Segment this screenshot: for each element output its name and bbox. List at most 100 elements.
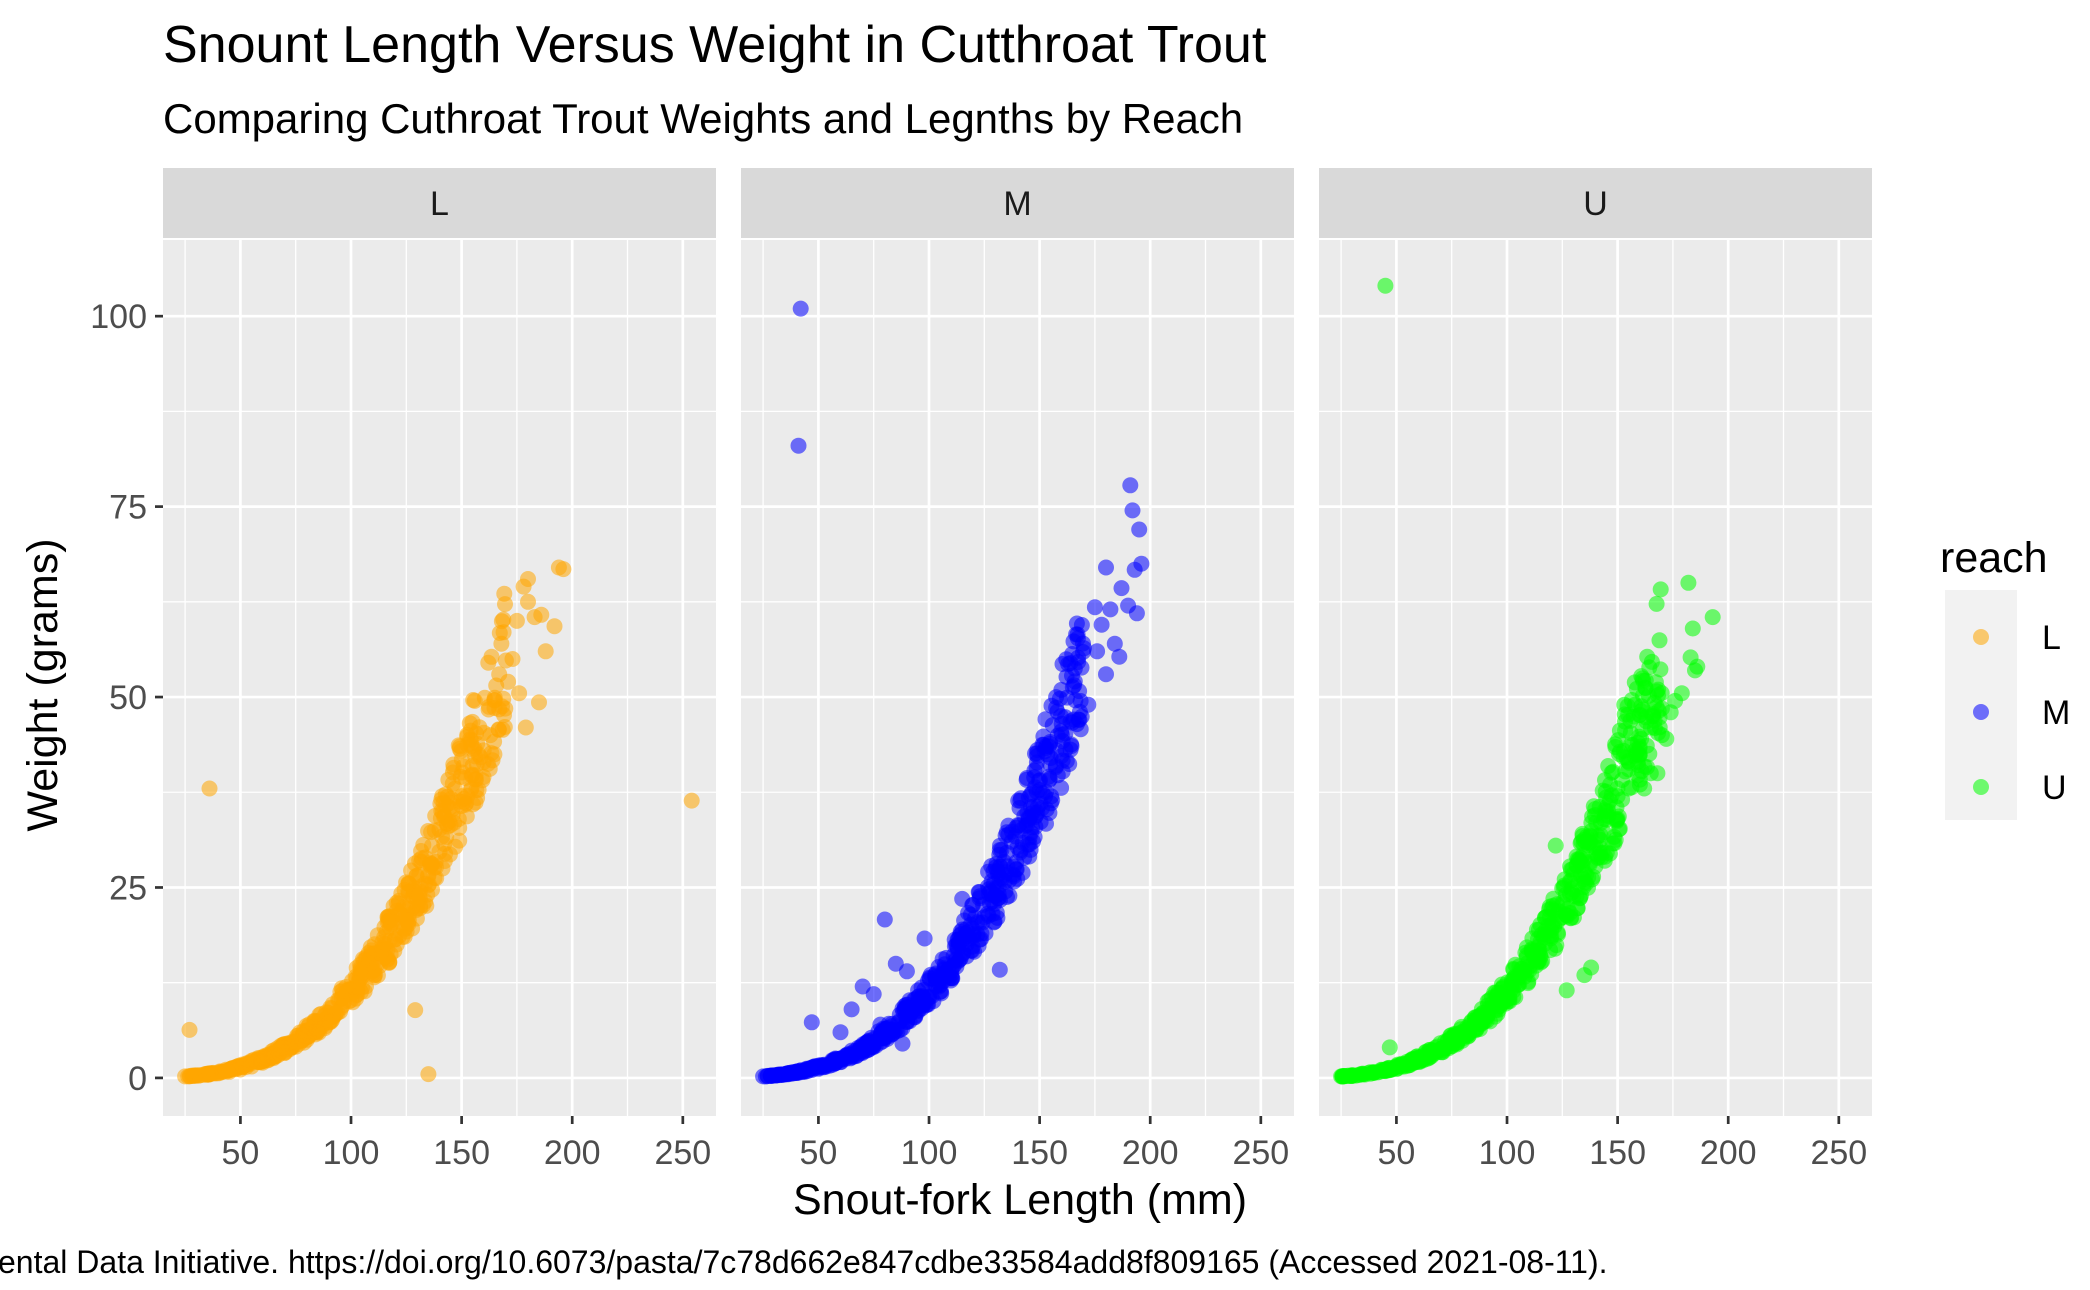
legend-label-l: L <box>2042 619 2061 657</box>
data-point <box>1639 648 1656 665</box>
data-point <box>1637 679 1654 696</box>
data-point <box>1510 977 1527 993</box>
data-point <box>1465 1021 1482 1038</box>
data-point <box>1605 763 1621 780</box>
data-point <box>463 737 480 754</box>
data-point <box>537 643 554 660</box>
data-point <box>1587 839 1604 856</box>
data-point <box>1521 962 1538 979</box>
data-point <box>1507 956 1524 973</box>
data-point <box>921 989 937 1006</box>
data-point <box>515 578 532 595</box>
data-point <box>1106 635 1123 652</box>
data-point <box>998 864 1015 881</box>
data-point <box>1073 617 1090 633</box>
data-point <box>298 1031 315 1048</box>
legend-key-m <box>1973 704 1989 720</box>
data-point <box>376 948 393 965</box>
data-point <box>1682 649 1699 666</box>
data-point <box>1086 599 1103 616</box>
data-point <box>1053 715 1070 732</box>
data-point <box>1000 826 1017 843</box>
data-point <box>1616 696 1633 713</box>
data-point <box>365 964 382 981</box>
data-point <box>409 890 426 907</box>
data-point <box>1043 697 1060 714</box>
data-point <box>520 593 536 610</box>
data-point <box>1098 559 1114 576</box>
data-point <box>1499 989 1515 1006</box>
data-point <box>480 654 497 671</box>
data-point <box>898 963 915 980</box>
data-point <box>865 986 882 1003</box>
data-point <box>486 689 503 706</box>
data-point <box>1042 750 1059 766</box>
data-point <box>495 611 512 628</box>
data-point <box>954 946 971 963</box>
data-point <box>1120 597 1137 614</box>
data-point <box>1652 581 1669 598</box>
x-tick-label: 200 <box>1700 1134 1757 1172</box>
panel-background <box>163 240 716 1116</box>
data-point <box>464 757 481 774</box>
facet-strip-label: L <box>430 185 449 223</box>
data-point <box>1488 1002 1504 1019</box>
data-point <box>1073 659 1090 676</box>
x-tick-label: 50 <box>222 1134 260 1172</box>
data-point <box>991 961 1008 978</box>
data-point <box>555 561 572 578</box>
facet-strip-label: M <box>1003 185 1031 223</box>
data-point <box>354 979 371 996</box>
data-point <box>420 868 437 885</box>
data-point <box>683 792 700 809</box>
data-point <box>398 912 415 929</box>
data-point <box>1031 782 1048 798</box>
data-point <box>1617 722 1634 739</box>
data-point <box>1126 561 1143 578</box>
data-point <box>496 707 512 724</box>
data-point <box>431 843 448 860</box>
data-point <box>434 804 451 820</box>
data-point <box>832 1024 849 1041</box>
data-point <box>1620 780 1637 797</box>
data-point <box>792 300 809 317</box>
data-point <box>1565 887 1582 904</box>
x-tick-label: 150 <box>433 1134 490 1172</box>
data-point <box>872 1016 889 1033</box>
y-tick-label: 0 <box>128 1060 147 1098</box>
data-point <box>387 931 404 948</box>
x-tick-label: 150 <box>1589 1134 1646 1172</box>
data-point <box>1476 1012 1493 1029</box>
data-point <box>201 780 218 797</box>
data-point <box>407 855 423 872</box>
data-point <box>511 685 528 702</box>
y-axis: 0 25 50 75 100 <box>90 298 163 1098</box>
data-point <box>1627 742 1644 759</box>
data-point <box>876 911 893 928</box>
data-point <box>1026 762 1043 779</box>
facet-panel-m: M 50 100 150 200 250 <box>741 168 1294 1172</box>
data-point <box>1599 797 1616 814</box>
x-tick-label: 100 <box>323 1134 380 1172</box>
data-point <box>1575 851 1592 868</box>
data-point <box>1662 704 1679 721</box>
points-l <box>177 559 700 1085</box>
data-point <box>1075 640 1092 657</box>
data-point <box>1636 780 1653 797</box>
data-point <box>790 437 807 454</box>
data-point <box>943 962 960 979</box>
data-point <box>442 817 459 833</box>
data-point <box>491 666 508 683</box>
data-point <box>1080 696 1097 713</box>
data-point <box>1454 1030 1471 1047</box>
facet-panels: L 50 100 150 200 250 M 50 100 150 200 250 U 50 100 150 2… <box>163 168 1872 1172</box>
facet-strip <box>741 168 1294 238</box>
data-point <box>1620 761 1637 778</box>
data-point <box>1543 928 1560 945</box>
y-tick-label: 50 <box>109 679 147 717</box>
data-point <box>517 719 534 736</box>
data-point <box>1381 1039 1398 1056</box>
data-point <box>1680 574 1697 591</box>
chart-subtitle: Comparing Cuthroat Trout Weights and Leg… <box>163 95 1243 142</box>
data-point <box>445 759 462 776</box>
